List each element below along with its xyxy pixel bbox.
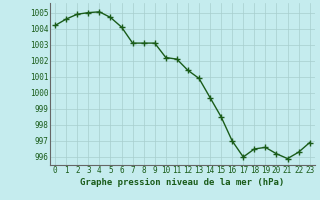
X-axis label: Graphe pression niveau de la mer (hPa): Graphe pression niveau de la mer (hPa) (80, 178, 284, 187)
